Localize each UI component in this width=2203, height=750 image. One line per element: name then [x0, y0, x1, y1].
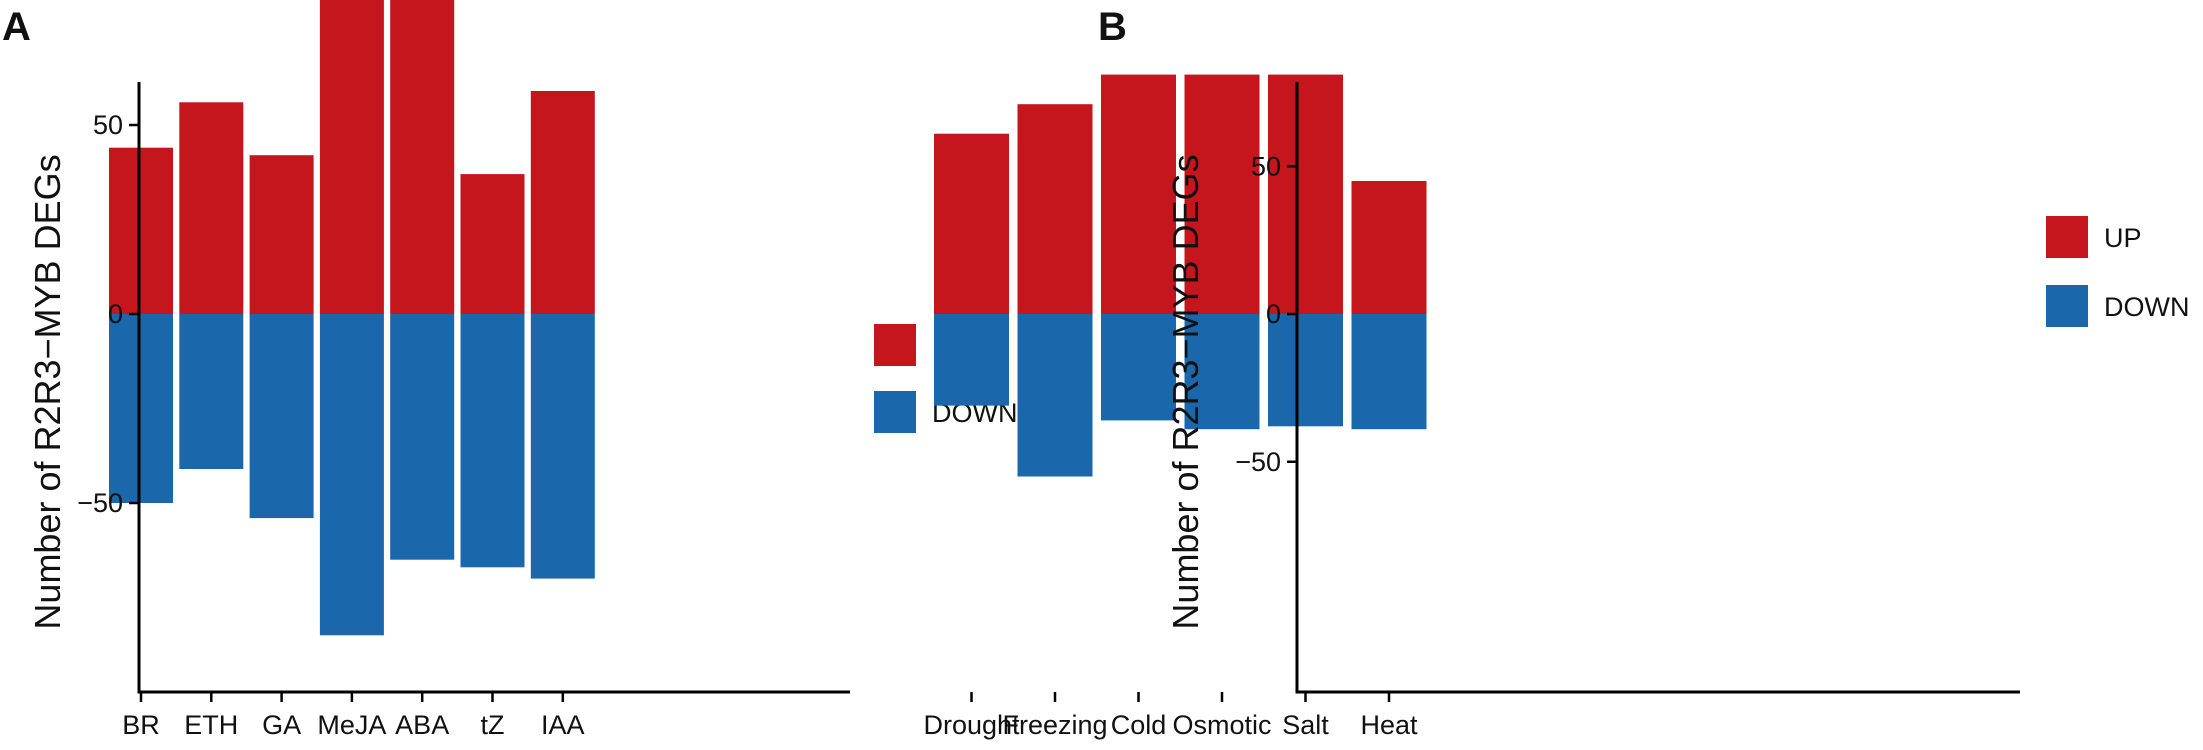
- panel-a-bar-down-iaa: [530, 314, 595, 579]
- panel-a-x-tick-label-aba: ABA: [395, 710, 449, 740]
- panel-a-bar-up-aba: [390, 0, 455, 314]
- panel-b-x-tick-label-freezing: Freezing: [1002, 710, 1107, 740]
- panel-b-x-tick-label-salt: Salt: [1282, 710, 1329, 740]
- panel-a-bar-up-ga: [249, 155, 314, 314]
- panel-a-x-tick-label-iaa: IAA: [541, 710, 585, 740]
- panel-b-x-tick-label-cold: Cold: [1111, 710, 1167, 740]
- panel-a-bar-up-meja: [319, 0, 384, 314]
- panel-a-legend-up-swatch: [874, 324, 916, 366]
- panel-b-bar-down-heat: [1351, 314, 1427, 430]
- panel-b-x-tick-label-drought: Drought: [923, 710, 1020, 740]
- panel-a-legend-down-swatch: [874, 391, 916, 433]
- panel-a-x-tick-label-tz: tZ: [481, 710, 505, 740]
- panel-a-bar-down-tz: [460, 314, 525, 568]
- panel-a-bar-down-meja: [319, 314, 384, 636]
- panel-a-bar-down-br: [109, 314, 173, 503]
- panel-b-bar-down-drought: [934, 314, 1009, 406]
- panel-b-bar-up-drought: [934, 133, 1009, 314]
- panel-b-legend: UP DOWN: [2046, 216, 2189, 327]
- panel-b-bar-up-salt: [1268, 74, 1343, 314]
- panel-b-legend-down-swatch: [2046, 285, 2088, 327]
- panel-a-y-tick-label-50: 50: [93, 110, 123, 140]
- panel-a-bar-up-tz: [460, 174, 525, 314]
- panel-a-y-axis-label: Number of R2R3−MYB DEGs: [27, 154, 68, 629]
- panel-b-bars: [934, 74, 1427, 477]
- panel-b-y-tick-label-0: 0: [1266, 299, 1281, 329]
- panel-a-bar-up-iaa: [530, 91, 595, 314]
- panel-a-bar-up-eth: [179, 102, 244, 314]
- panel-b-legend-down-label: DOWN: [2104, 292, 2189, 322]
- panel-letter-b: B: [1098, 5, 1127, 49]
- panel-b-bar-down-cold: [1101, 314, 1176, 421]
- panel-a-x-tick-label-ga: GA: [262, 710, 301, 740]
- panel-b-bar-up-freezing: [1017, 104, 1093, 314]
- panel-b-y-axis-label: Number of R2R3−MYB DEGs: [1165, 154, 1206, 629]
- panel-b-y-tick-label--50: −50: [1235, 447, 1281, 477]
- panel-b-legend-up-swatch: [2046, 216, 2088, 258]
- panel-b-bar-down-freezing: [1017, 314, 1093, 477]
- panel-b-bar-up-heat: [1351, 181, 1427, 314]
- panel-a-y-tick-label--50: −50: [77, 488, 123, 518]
- panel-a-bar-up-br: [109, 147, 173, 314]
- panel-a-x-tick-label-br: BR: [122, 710, 160, 740]
- panel-a-bar-down-aba: [390, 314, 455, 560]
- panel-a-bar-down-eth: [179, 314, 244, 469]
- panel-b-bar-up-cold: [1101, 74, 1176, 314]
- panel-b-bar-down-osmotic: [1184, 314, 1260, 430]
- panel-b-bar-down-salt: [1268, 314, 1343, 427]
- panel-b-legend-up-label: UP: [2104, 223, 2142, 253]
- panel-a-y-tick-label-0: 0: [108, 299, 123, 329]
- panel-a-x-tick-label-eth: ETH: [184, 710, 238, 740]
- panel-b-y-tick-label-50: 50: [1251, 151, 1281, 181]
- panel-b-x-tick-label-osmotic: Osmotic: [1172, 710, 1271, 740]
- panel-a-x-tick-label-meja: MeJA: [317, 710, 386, 740]
- panel-a-bars: [109, 0, 595, 636]
- panel-b-x-tick-label-heat: Heat: [1360, 710, 1418, 740]
- panel-letter-a: A: [2, 5, 31, 49]
- panel-a-bar-down-ga: [249, 314, 314, 519]
- panel-b-bar-up-osmotic: [1184, 74, 1260, 314]
